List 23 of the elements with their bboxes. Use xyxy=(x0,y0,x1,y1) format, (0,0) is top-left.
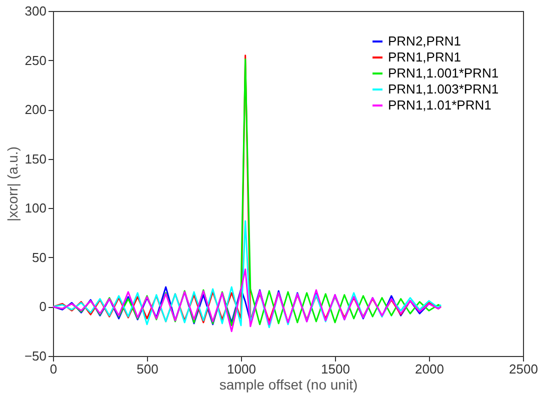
legend-label: PRN1,PRN1 xyxy=(388,50,461,64)
y-tick-label: 0 xyxy=(39,299,46,314)
y-tick-label: 200 xyxy=(24,102,46,118)
y-axis-title: |xcorr| (a.u.) xyxy=(4,146,20,222)
legend-label: PRN2,PRN1 xyxy=(388,34,461,48)
x-tick-label: 1000 xyxy=(227,362,256,376)
line-series xyxy=(52,268,442,332)
y-tick-label: −50 xyxy=(24,348,46,364)
y-tick-label: 300 xyxy=(24,4,46,18)
legend-label: PRN1,1.003*PRN1 xyxy=(388,82,499,96)
x-tick-label: 500 xyxy=(136,362,158,376)
x-axis-title: sample offset (no unit) xyxy=(219,376,358,392)
x-tick-label: 0 xyxy=(50,362,58,376)
y-tick-label: 250 xyxy=(24,52,46,68)
y-tick-label: 150 xyxy=(24,151,46,166)
legend-label: PRN1,1.01*PRN1 xyxy=(388,98,492,112)
legend-label: PRN1,1.001*PRN1 xyxy=(388,66,499,80)
x-tick-label: 2500 xyxy=(509,362,538,376)
line-series xyxy=(52,220,442,328)
y-tick-label: 100 xyxy=(24,200,46,216)
x-tick-label: 2000 xyxy=(415,362,444,376)
y-tick-label: 50 xyxy=(32,250,46,265)
x-tick-label: 1500 xyxy=(321,362,350,376)
